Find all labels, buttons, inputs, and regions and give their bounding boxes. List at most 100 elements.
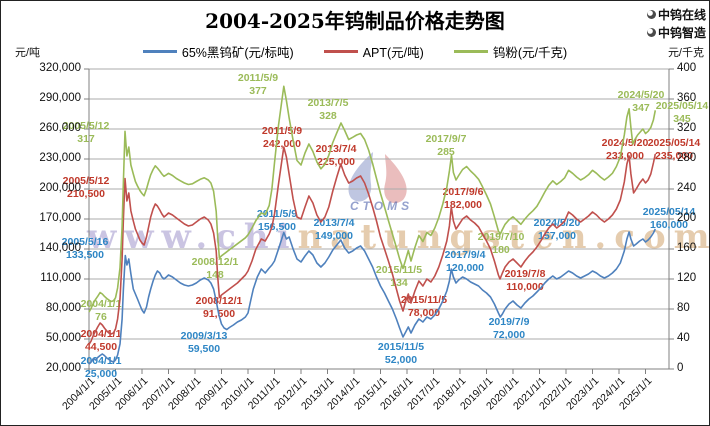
annotation-date: 2013/7/4 (315, 143, 357, 155)
annotation-tungsten-powder: 2013/7/5 328 (308, 97, 349, 123)
annotation-date: 2025/05/14 (642, 206, 696, 218)
brand-row-smart: 中钨智造 (646, 24, 706, 41)
brand-row-online: 中钨在线 (646, 6, 706, 23)
annotation-value: 156,500 (258, 221, 296, 233)
annotation-value: 78,000 (407, 307, 441, 319)
annotation-date: 2011/5/9 (256, 208, 298, 220)
legend-label: 钨粉(元/千克) (492, 46, 568, 60)
annotation-date: 2008/12/1 (195, 295, 243, 307)
brand-label: 中钨在线 (657, 8, 706, 22)
annotation-value: 317 (77, 133, 95, 145)
annotation-date: 2025/05/14 (655, 100, 709, 112)
annotation-apt: 2017/9/6 182,000 (443, 186, 484, 212)
annotation-date: 2008/12/1 (191, 256, 239, 268)
annotation-date: 2017/9/6 (442, 186, 484, 198)
annotation-tungsten-powder: 2004/1/1 76 (81, 298, 122, 324)
brand-links: 中钨在线 中钨智造 (646, 6, 706, 41)
annotation-date: 2015/11/5 (400, 294, 448, 306)
legend-item-tungsten-powder: 钨粉(元/千克) (453, 42, 568, 61)
annotation-apt: 2025/05/14 235,000 (648, 137, 701, 163)
legend-item-apt: APT(元/吨) (323, 42, 424, 61)
annotation-tungsten-powder: 2017/9/7 285 (426, 133, 467, 159)
legend-line-swatch (323, 50, 358, 53)
annotation-apt: 2005/5/12 210,500 (63, 175, 110, 201)
annotation-value: 345 (673, 113, 691, 125)
annotation-date: 2024/5/20 (533, 217, 581, 229)
annotation-apt: 2024/5/20 233,000 (602, 137, 649, 163)
annotation-date: 2025/05/14 (647, 137, 701, 149)
annotation-date: 2004/1/1 (80, 328, 122, 340)
annotation-wolframite: 2004/1/1 25,000 (81, 355, 122, 381)
annotation-tungsten-powder: 2015/11/5 134 (376, 264, 422, 290)
annotation-date: 2019/7/8 (504, 268, 546, 280)
annotation-date: 2004/1/1 (80, 298, 122, 310)
annotation-value: 160,000 (650, 219, 688, 231)
legend-item-wolframite: 65%黑钨矿(元/标吨) (142, 42, 294, 61)
legend-line-swatch (142, 50, 177, 53)
annotation-tungsten-powder: 2011/5/9 377 (238, 72, 278, 98)
annotation-tungsten-powder: 2005/5/12 317 (63, 120, 110, 146)
annotation-tungsten-powder: 2008/12/1 148 (192, 256, 239, 282)
annotation-date: 2005/5/12 (62, 175, 110, 187)
annotation-value: 242,000 (263, 138, 301, 150)
annotation-value: 377 (249, 85, 267, 97)
brand-logo-icon (646, 28, 656, 37)
annotation-date: 2009/3/13 (180, 330, 228, 342)
annotation-wolframite: 2019/7/9 72,000 (489, 316, 530, 342)
annotation-value: 91,500 (202, 308, 236, 320)
annotation-wolframite: 2025/05/14 160,000 (643, 206, 696, 232)
annotation-wolframite: 2009/3/13 59,500 (181, 330, 228, 356)
annotation-value: 157,000 (538, 230, 576, 242)
annotation-value: 210,500 (67, 188, 105, 200)
annotation-wolframite: 2024/5/20 157,000 (534, 217, 581, 243)
annotation-wolframite: 2015/11/5 52,000 (378, 341, 424, 367)
annotation-wolframite: 2011/5/9 156,500 (257, 208, 297, 234)
left-axis-unit: 元/吨 (15, 47, 41, 59)
annotation-tungsten-powder: 2025/05/14 345 (656, 100, 709, 126)
annotation-apt: 2015/11/5 78,000 (401, 294, 447, 320)
annotation-value: 328 (319, 110, 337, 122)
annotation-value: 52,000 (384, 354, 418, 366)
annotation-apt: 2004/1/1 44,500 (81, 328, 122, 354)
annotation-value: 72,000 (492, 329, 526, 341)
annotation-apt: 2011/5/9 242,000 (262, 125, 302, 151)
annotation-date: 2019/7/9 (488, 316, 530, 328)
annotation-date: 2013/7/4 (313, 217, 355, 229)
annotation-apt: 2013/7/4 225,000 (316, 143, 357, 169)
annotation-value: 225,000 (317, 156, 355, 168)
annotation-date: 2011/5/9 (237, 72, 279, 84)
annotation-value: 44,500 (84, 341, 118, 353)
annotation-date: 2005/5/12 (62, 120, 110, 132)
annotation-value: 148 (206, 269, 224, 281)
annotation-value: 25,000 (84, 368, 118, 380)
annotation-wolframite: 2005/5/16 133,500 (62, 236, 109, 262)
right-axis-unit: 元/千克 (667, 47, 704, 59)
annotation-date: 2005/5/16 (61, 236, 109, 248)
annotation-value: 180 (492, 244, 510, 256)
annotation-value: 133,500 (66, 249, 104, 261)
annotation-value: 59,500 (187, 343, 221, 355)
annotation-value: 120,000 (446, 262, 484, 274)
annotation-date: 2013/7/5 (307, 97, 349, 109)
chart-legend: 65%黑钨矿(元/标吨) APT(元/吨) 钨粉(元/千克) (1, 42, 709, 61)
legend-line-swatch (453, 50, 488, 53)
annotation-date: 2024/5/20 (601, 137, 649, 149)
annotation-wolframite: 2013/7/4 149,000 (314, 217, 355, 243)
page-title: 2004-2025年钨制品价格走势图 (205, 9, 505, 33)
annotation-value: 134 (390, 277, 408, 289)
annotation-apt: 2019/7/8 110,000 (505, 268, 546, 294)
legend-label: APT(元/吨) (362, 46, 424, 60)
annotation-value: 285 (437, 146, 455, 158)
annotation-date: 2015/11/5 (375, 264, 423, 276)
annotation-value: 235,000 (655, 150, 693, 162)
annotation-apt: 2008/12/1 91,500 (196, 295, 243, 321)
annotation-date: 2004/1/1 (80, 355, 122, 367)
annotation-value: 233,000 (606, 150, 644, 162)
annotation-date: 2015/11/5 (377, 341, 425, 353)
annotation-value: 182,000 (444, 199, 482, 211)
brand-logo-icon (646, 10, 656, 19)
annotation-value: 76 (95, 311, 107, 323)
brand-label: 中钨智造 (657, 26, 706, 40)
